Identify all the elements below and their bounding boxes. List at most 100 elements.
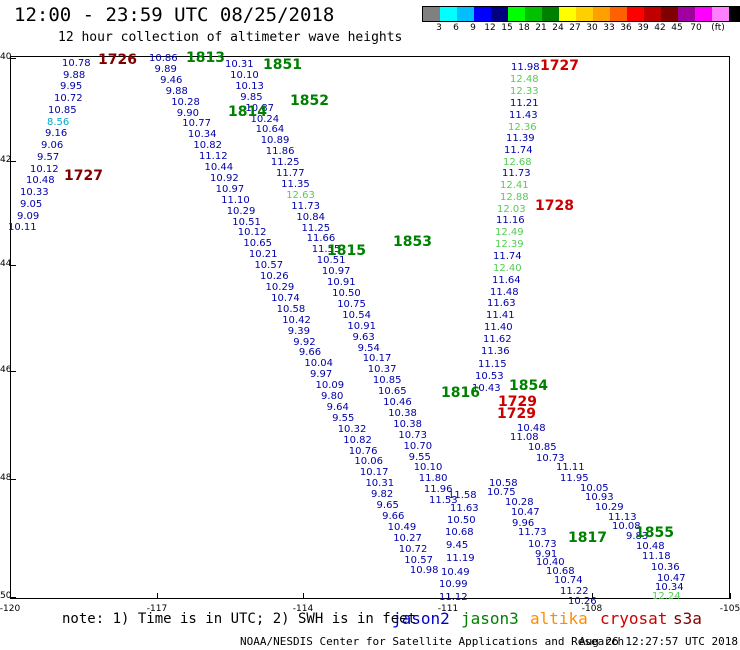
wave-height-value: 9.39 bbox=[287, 325, 311, 337]
color-scale-label: 39 bbox=[637, 23, 649, 33]
wave-height-value: 10.86 bbox=[149, 53, 178, 64]
wave-height-value: 9.82 bbox=[371, 489, 394, 501]
latitude-label: 40 bbox=[0, 52, 12, 62]
wave-height-value: 9.90 bbox=[176, 107, 200, 119]
wave-height-value: 9.96 bbox=[512, 518, 535, 529]
wave-height-value: 10.29 bbox=[226, 205, 256, 217]
wave-height-value: 9.05 bbox=[20, 199, 43, 210]
wave-height-value: 10.73 bbox=[536, 453, 565, 464]
wave-height-value: 9.88 bbox=[165, 85, 188, 97]
color-scale-label: 18 bbox=[518, 23, 530, 33]
color-scale-label: 6 bbox=[453, 23, 459, 33]
wave-height-value: 10.40 bbox=[536, 557, 565, 568]
wave-height-value: 10.32 bbox=[337, 423, 367, 435]
wave-height-value: 10.87 bbox=[245, 102, 275, 114]
wave-height-value: 10.85 bbox=[48, 105, 77, 116]
wave-height-value: 11.43 bbox=[509, 110, 538, 121]
longitude-tick bbox=[730, 593, 731, 599]
wave-height-value: 11.25 bbox=[301, 222, 331, 234]
longitude-tick bbox=[592, 593, 593, 599]
wave-height-value: 10.10 bbox=[413, 462, 443, 474]
wave-height-value: 10.57 bbox=[404, 554, 433, 566]
wave-height-value: 10.91 bbox=[327, 277, 356, 289]
longitude-tick bbox=[10, 593, 11, 599]
wave-height-value: 10.68 bbox=[546, 566, 575, 577]
orbit-number-label: 1727 bbox=[540, 58, 579, 74]
wave-height-value: 12.33 bbox=[510, 86, 539, 97]
orbit-number-label: 1854 bbox=[509, 378, 548, 394]
latitude-tick bbox=[10, 479, 16, 480]
wave-height-value: 10.49 bbox=[441, 567, 470, 578]
color-swatch bbox=[593, 7, 610, 21]
color-scale-label: 24 bbox=[552, 23, 564, 33]
wave-height-value: 9.97 bbox=[309, 369, 333, 381]
wave-height-value: 10.28 bbox=[505, 497, 534, 508]
wave-height-value: 11.73 bbox=[502, 168, 531, 179]
wave-height-value: 10.42 bbox=[282, 314, 311, 326]
wave-height-value: 12.63 bbox=[286, 189, 315, 201]
wave-height-value: 9.63 bbox=[352, 331, 375, 343]
wave-height-value: 11.40 bbox=[484, 322, 513, 333]
wave-height-value: 10.51 bbox=[232, 216, 261, 228]
wave-height-value: 10.82 bbox=[343, 434, 372, 446]
orbit-number-label: 1728 bbox=[535, 198, 574, 214]
orbit-number-label: 1729 bbox=[497, 406, 536, 422]
color-swatch bbox=[491, 7, 508, 21]
wave-height-value: 10.21 bbox=[248, 249, 278, 261]
wave-height-value: 9.54 bbox=[357, 342, 380, 354]
wave-height-value: 11.63 bbox=[450, 503, 479, 514]
longitude-label: -120 bbox=[0, 604, 21, 614]
wave-height-value: 11.41 bbox=[486, 310, 515, 321]
wave-height-value: 11.36 bbox=[481, 346, 510, 357]
wave-height-value: 11.66 bbox=[306, 233, 336, 245]
wave-height-value: 10.89 bbox=[260, 135, 290, 147]
wave-height-value: 10.48 bbox=[517, 423, 546, 434]
wave-height-value: 10.36 bbox=[651, 562, 680, 573]
longitude-label: -117 bbox=[146, 604, 168, 614]
wave-height-value: 11.13 bbox=[608, 512, 637, 523]
latitude-tick bbox=[10, 161, 16, 162]
color-swatch bbox=[423, 7, 440, 21]
wave-height-value: 10.48 bbox=[636, 541, 665, 552]
wave-height-value: 10.76 bbox=[348, 445, 378, 457]
color-scale-label: 3 bbox=[436, 23, 442, 33]
wave-height-value: 10.34 bbox=[187, 129, 217, 141]
wave-height-value: 10.50 bbox=[447, 515, 476, 526]
wave-height-value: 10.82 bbox=[193, 140, 223, 152]
color-swatch bbox=[729, 7, 740, 21]
color-swatch bbox=[610, 7, 627, 21]
wave-height-value: 11.58 bbox=[448, 490, 477, 501]
wave-height-value: 10.12 bbox=[237, 227, 267, 239]
wave-height-value: 10.26 bbox=[568, 596, 597, 607]
wave-height-value: 9.09 bbox=[17, 211, 40, 222]
wave-height-value: 9.16 bbox=[45, 128, 68, 139]
wave-height-value: 10.28 bbox=[171, 96, 200, 108]
wave-height-value: 9.57 bbox=[37, 152, 60, 163]
orbit-number-label: 1852 bbox=[290, 93, 329, 109]
wave-height-value: 10.73 bbox=[528, 539, 557, 550]
wave-height-value: 11.63 bbox=[487, 298, 516, 309]
latitude-label: 44 bbox=[0, 259, 12, 269]
color-scale-label: 30 bbox=[586, 23, 598, 33]
wave-height-value: 11.62 bbox=[483, 334, 512, 345]
color-scale-label: 9 bbox=[470, 23, 476, 33]
wave-height-value: 11.18 bbox=[642, 551, 671, 562]
wave-height-value: 9.92 bbox=[293, 336, 316, 348]
wave-height-value: 10.98 bbox=[409, 565, 439, 577]
wave-height-value: 9.55 bbox=[408, 451, 431, 463]
wave-height-value: 10.37 bbox=[367, 364, 397, 376]
wave-height-value: 12.41 bbox=[500, 180, 529, 191]
page-subtitle: 12 hour collection of altimeter wave hei… bbox=[58, 30, 403, 45]
wave-height-value: 10.68 bbox=[445, 527, 474, 538]
longitude-tick bbox=[157, 593, 158, 599]
wave-height-value: 11.74 bbox=[493, 251, 522, 262]
color-swatch bbox=[661, 7, 678, 21]
longitude-label: -114 bbox=[292, 604, 314, 614]
wave-height-value: 12.36 bbox=[508, 122, 537, 133]
color-swatch bbox=[525, 7, 542, 21]
wave-height-value: 10.53 bbox=[475, 371, 504, 382]
color-swatch bbox=[474, 7, 491, 21]
color-scale-label: 70 bbox=[690, 23, 702, 33]
color-scale-label: 27 bbox=[569, 23, 581, 33]
wave-height-value: 11.55 bbox=[311, 244, 341, 256]
